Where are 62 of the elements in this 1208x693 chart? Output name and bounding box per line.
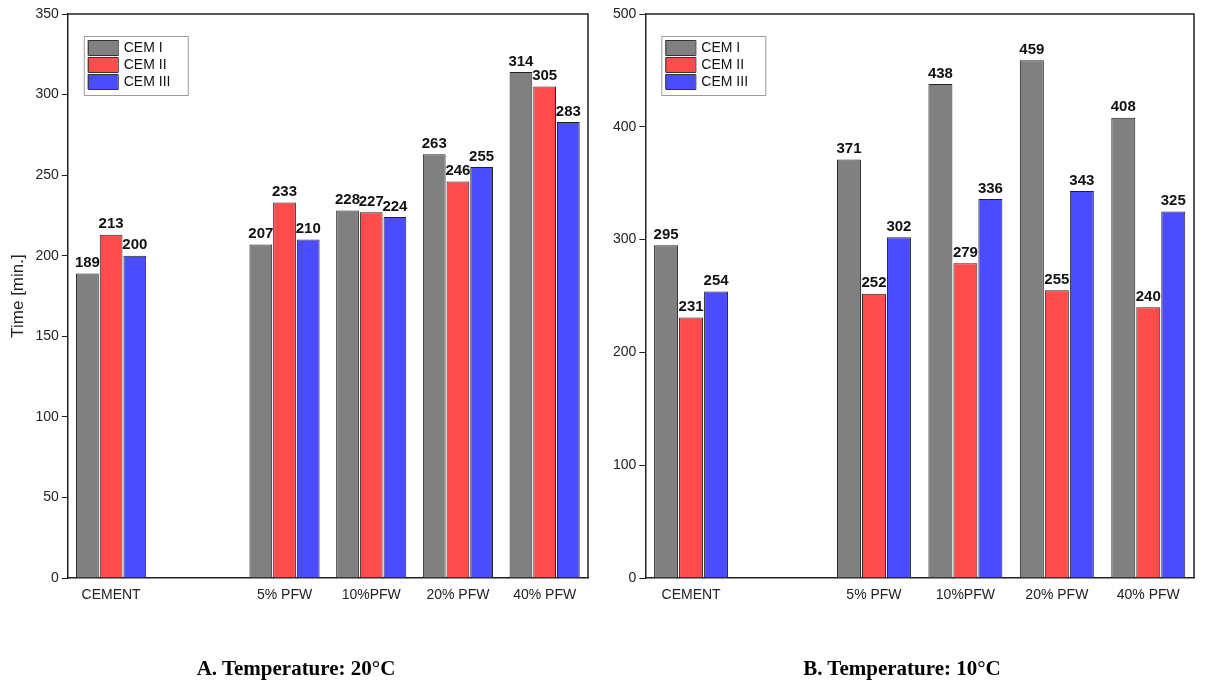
y-tick-label: 100 — [613, 456, 637, 473]
legend-label: CEM III — [123, 72, 171, 89]
y-tick-label: 350 — [35, 4, 59, 21]
y-tick-label: 500 — [613, 4, 637, 21]
x-tick-label: 40% PFW — [513, 586, 577, 603]
y-tick-label: 50 — [43, 488, 59, 505]
x-tick-label: CEMENT — [661, 586, 722, 603]
x-tick-label: 40% PFW — [1116, 586, 1181, 603]
data-label: 305 — [532, 66, 558, 84]
data-label: 295 — [653, 224, 679, 242]
y-tick-label: 0 — [50, 568, 59, 585]
data-label: 210 — [295, 219, 321, 237]
y-axis-title: Time [min.] — [7, 254, 27, 338]
data-label: 254 — [703, 271, 730, 289]
y-tick-label: 150 — [35, 327, 59, 344]
y-tick-label: 200 — [35, 246, 59, 263]
data-label: 252 — [861, 273, 887, 291]
legend-label: CEM II — [123, 55, 167, 72]
y-tick-label: 100 — [35, 407, 59, 424]
x-tick-label: 10%PFW — [341, 586, 402, 603]
y-tick-label: 250 — [35, 166, 59, 182]
data-label: 231 — [678, 297, 704, 315]
data-label: 207 — [248, 224, 274, 242]
text: B. Temperature: 10°C — [803, 655, 1001, 680]
data-label: 343 — [1069, 170, 1095, 188]
legend-label: CEM I — [701, 38, 741, 55]
x-tick-label: CEMENT — [81, 586, 142, 603]
x-tick-label: 5% PFW — [846, 586, 903, 603]
data-label: 302 — [886, 216, 912, 234]
data-label: 408 — [1110, 97, 1136, 115]
x-tick-label: 5% PFW — [256, 586, 313, 603]
data-label: 283 — [555, 101, 581, 119]
data-label: 371 — [836, 139, 862, 157]
data-label: 325 — [1160, 191, 1186, 209]
data-label: 314 — [508, 51, 535, 69]
data-label: 246 — [445, 161, 471, 179]
legend-label: CEM II — [701, 55, 745, 72]
y-tick-label: 300 — [613, 230, 637, 247]
data-label: 189 — [74, 253, 100, 271]
data-label: 255 — [469, 146, 495, 164]
data-label: 263 — [421, 133, 447, 151]
data-label: 240 — [1135, 286, 1161, 304]
data-label: 213 — [98, 214, 124, 232]
data-label: 279 — [952, 242, 978, 260]
y-tick-label: 200 — [613, 343, 637, 360]
data-label: 459 — [1019, 39, 1045, 57]
x-tick-label: 20% PFW — [426, 586, 491, 603]
data-label: 200 — [122, 235, 148, 253]
data-label: 255 — [1044, 270, 1070, 287]
legend-label: CEM I — [123, 38, 163, 55]
y-tick-label: 0 — [628, 568, 637, 585]
legend-label: CEM III — [701, 72, 749, 89]
data-label: 224 — [382, 196, 409, 214]
x-tick-label: 20% PFW — [1025, 586, 1090, 603]
data-label: 227 — [358, 191, 384, 209]
text: A. Temperature: 20°C — [196, 655, 396, 680]
data-label: 438 — [927, 63, 953, 81]
data-label: 233 — [272, 182, 298, 200]
y-tick-label: 400 — [613, 117, 637, 134]
data-label: 336 — [977, 178, 1003, 196]
x-tick-label: 10%PFW — [935, 586, 996, 603]
y-tick-label: 300 — [35, 85, 59, 102]
